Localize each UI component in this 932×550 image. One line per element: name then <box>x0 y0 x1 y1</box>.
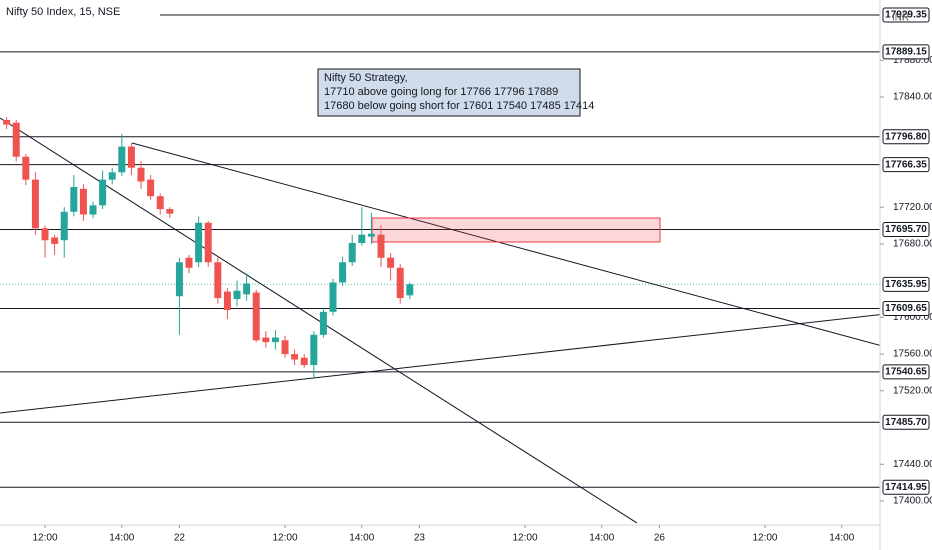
candle-body <box>99 179 107 206</box>
last-price-box <box>882 276 930 292</box>
candle-body <box>396 267 404 299</box>
candle-body <box>3 119 11 125</box>
candle-body <box>367 233 375 237</box>
candle-body <box>185 257 193 268</box>
candle-body <box>22 156 30 180</box>
candle-body <box>175 262 183 297</box>
y-tick-label: 17600.00 <box>893 312 932 323</box>
x-tick-label: 26 <box>654 533 666 544</box>
candle-body <box>377 234 385 258</box>
trend-line <box>131 142 880 346</box>
candle-body <box>243 283 251 295</box>
candle-body <box>166 209 174 214</box>
candle-body <box>12 122 20 157</box>
candle-body <box>262 337 270 343</box>
currency: INR <box>892 13 909 24</box>
title-bg <box>0 0 160 22</box>
candle-body <box>60 211 68 241</box>
note-line: 17710 above going long for 17766 17796 1… <box>324 86 558 98</box>
candle-body <box>300 357 308 366</box>
x-tick-label: 23 <box>414 533 426 544</box>
note-box <box>317 68 581 117</box>
level-label-box <box>882 7 930 23</box>
candle-body <box>310 334 318 366</box>
level-lines <box>0 14 880 488</box>
level-label: 17485.70 <box>885 417 927 428</box>
x-tick-label: 12:00 <box>512 533 537 544</box>
candle-body <box>79 188 87 215</box>
y-tick-label: 17880.00 <box>893 55 932 66</box>
candle-body <box>387 257 395 268</box>
level-label: 17540.65 <box>885 366 927 377</box>
drawings <box>0 117 880 524</box>
candle-body <box>137 167 145 182</box>
candle-body <box>214 262 222 299</box>
x-tick-label: 14:00 <box>829 533 854 544</box>
level-label: 17695.70 <box>885 224 927 235</box>
level-label: 17889.15 <box>885 47 927 58</box>
candle-body <box>31 179 39 229</box>
level-label: 17766.35 <box>885 159 927 170</box>
y-tick-label: 17400.00 <box>893 496 932 507</box>
level-label-box <box>882 300 930 316</box>
y-tick-label: 17440.00 <box>893 459 932 470</box>
trend-line <box>0 314 880 414</box>
x-tick-label: 12:00 <box>272 533 297 544</box>
candle-body <box>291 354 299 360</box>
candle-body <box>339 262 347 283</box>
x-tick-label: 14:00 <box>589 533 614 544</box>
candle-body <box>51 237 59 244</box>
axes: 17880.00 17840.00 17720.00 17680.00 17600.00… <box>33 7 932 544</box>
candle-body <box>108 172 116 180</box>
candle-body <box>319 311 327 335</box>
level-label-box <box>882 157 930 173</box>
candle-body <box>281 340 289 355</box>
candle-body <box>252 292 260 341</box>
candle-body <box>406 284 414 296</box>
candle-body <box>358 234 366 243</box>
x-tick-label: 12:00 <box>752 533 777 544</box>
candle-body <box>204 222 212 263</box>
candle-body <box>118 146 126 173</box>
y-tick-label: 17720.00 <box>893 202 932 213</box>
candle-body <box>195 222 203 263</box>
level-label-box <box>882 44 930 60</box>
candle-body <box>271 337 279 343</box>
x-tick-label: 22 <box>174 533 186 544</box>
x-tick-label: 12:00 <box>33 533 58 544</box>
level-label-box <box>882 479 930 495</box>
candle-body <box>70 186 78 212</box>
candle-body <box>41 228 49 241</box>
candle-body <box>223 291 231 311</box>
candle-body <box>329 282 337 312</box>
level-label-box <box>882 414 930 430</box>
candle-body <box>127 146 135 168</box>
x-tick-label: 14:00 <box>109 533 134 544</box>
candles <box>3 117 414 378</box>
level-label-box <box>882 129 930 145</box>
candle-body <box>156 196 164 210</box>
level-label-box <box>882 221 930 237</box>
note-line: 17680 below going short for 17601 17540 … <box>324 100 594 112</box>
y-tick-label: 17680.00 <box>893 239 932 250</box>
candle-body <box>348 242 356 263</box>
last-price-label: 17635.95 <box>885 279 927 290</box>
y-tick-label: 17520.00 <box>893 385 932 396</box>
trend-line <box>0 117 638 524</box>
candle-body <box>233 290 241 299</box>
note-line: Nifty 50 Strategy, <box>324 72 408 84</box>
candle-body <box>147 179 155 197</box>
level-label: 17929.35 <box>885 10 927 21</box>
zone-box <box>371 217 661 243</box>
candle-body <box>89 205 97 215</box>
level-label: 17609.65 <box>885 303 927 314</box>
level-label: 17796.80 <box>885 131 927 142</box>
level-label-box <box>882 364 930 380</box>
x-tick-label: 14:00 <box>349 533 374 544</box>
chart-title: Nifty 50 Index, 15, NSE <box>6 6 120 18</box>
y-tick-label: 17560.00 <box>893 349 932 360</box>
y-tick-label: 17840.00 <box>893 92 932 103</box>
level-label: 17414.95 <box>885 482 927 493</box>
